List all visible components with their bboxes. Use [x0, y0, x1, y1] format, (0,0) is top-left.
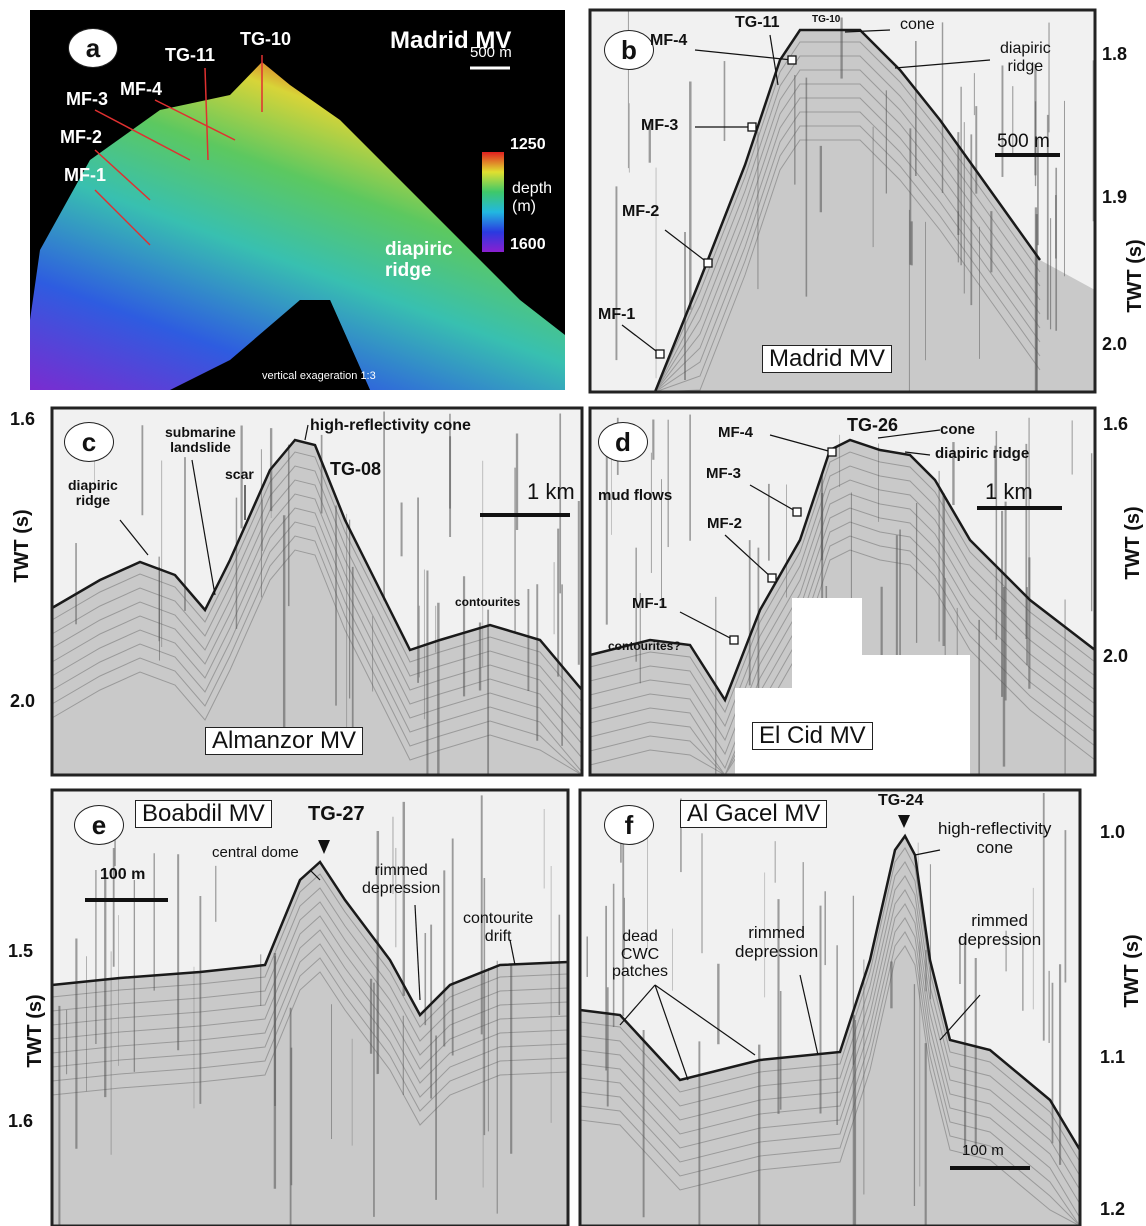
y-tick-label: 1.9	[1102, 188, 1127, 208]
panel-letter: a	[68, 28, 118, 68]
y-tick-label: 1.1	[1100, 1048, 1125, 1068]
annotation: rimmed depression	[958, 912, 1041, 949]
panel-title: Almanzor MV	[205, 727, 363, 755]
annotation: 100 m	[100, 866, 145, 884]
annotation: TG-24	[878, 792, 923, 810]
annotation: high-reflectivity cone	[310, 417, 471, 435]
annotation: vertical exageration 1:3	[262, 370, 376, 382]
axis-title: TWT (s)	[11, 506, 33, 586]
panel-letter: d	[598, 422, 648, 462]
y-tick-label: 1.8	[1102, 45, 1127, 65]
axis-title: TWT (s)	[1122, 503, 1144, 583]
annotation: TG-11	[735, 14, 779, 32]
panel-title: Madrid MV	[762, 345, 892, 373]
annotation: cone	[940, 422, 975, 439]
annotation: MF-1	[632, 596, 667, 613]
annotation: diapiric ridge	[68, 478, 118, 509]
annotation: 1 km	[985, 480, 1033, 504]
annotation: MF-1	[598, 306, 635, 324]
panel-letter: c	[64, 422, 114, 462]
annotation: rimmed depression	[735, 924, 818, 961]
annotation: diapiric ridge	[935, 446, 1029, 463]
annotation: 1600	[510, 236, 546, 254]
annotation: TG-10	[812, 14, 840, 25]
y-tick-label: 1.6	[8, 1112, 33, 1132]
annotation: diapiric ridge	[385, 240, 453, 282]
annotation: contourite drift	[463, 910, 533, 945]
annotation: MF-4	[120, 80, 162, 100]
annotation: TG-10	[240, 30, 291, 50]
axis-title: TWT (s)	[1121, 931, 1143, 1011]
annotation: 1 km	[527, 480, 575, 504]
annotation: depth (m)	[512, 180, 552, 215]
annotation: high-reflectivity cone	[938, 820, 1051, 857]
axis-title: TWT (s)	[24, 991, 46, 1071]
annotation: mud flows	[598, 488, 672, 505]
annotation: MF-2	[622, 203, 659, 221]
panel-title: Boabdil MV	[135, 800, 272, 828]
y-tick-label: 1.0	[1100, 823, 1125, 843]
annotation: TG-26	[847, 416, 898, 436]
annotation: dead CWC patches	[612, 928, 668, 981]
annotation: TG-27	[308, 803, 365, 825]
annotation: MF-3	[66, 90, 108, 110]
panel-a-art	[30, 10, 565, 390]
annotation: 100 m	[962, 1143, 1004, 1160]
y-tick-label: 2.0	[10, 692, 35, 712]
annotation: MF-2	[707, 516, 742, 533]
annotation: MF-4	[718, 425, 753, 442]
y-tick-label: 2.0	[1103, 647, 1128, 667]
annotation: diapiric ridge	[1000, 40, 1051, 75]
panel-letter: f	[604, 805, 654, 845]
annotation: MF-4	[650, 32, 687, 50]
data-gap	[940, 655, 970, 690]
annotation: TG-08	[330, 460, 381, 480]
annotation: MF-2	[60, 128, 102, 148]
annotation: scar	[225, 467, 254, 482]
annotation: MF-1	[64, 166, 106, 186]
panel-letter: b	[604, 30, 654, 70]
panel-title: El Cid MV	[752, 722, 873, 750]
annotation: MF-3	[706, 466, 741, 483]
figure: aMadrid MVTG-10TG-11MF-4MF-3MF-2MF-1diap…	[0, 0, 1146, 1226]
y-tick-label: 1.6	[10, 410, 35, 430]
annotation: 500 m	[470, 45, 512, 62]
axis-title: TWT (s)	[1124, 236, 1146, 316]
annotation: cone	[900, 16, 935, 34]
panel-letter: e	[74, 805, 124, 845]
annotation: central dome	[212, 845, 299, 862]
figure-art	[0, 0, 1146, 1226]
annotation: rimmed depression	[362, 862, 440, 897]
annotation: 1250	[510, 136, 546, 154]
annotation: MF-3	[641, 117, 678, 135]
annotation: TG-11	[165, 46, 215, 66]
panel-title: Al Gacel MV	[680, 800, 827, 828]
y-tick-label: 1.5	[8, 942, 33, 962]
annotation: contourites	[455, 596, 520, 609]
y-tick-label: 2.0	[1102, 335, 1127, 355]
y-tick-label: 1.6	[1103, 415, 1128, 435]
y-tick-label: 1.2	[1100, 1200, 1125, 1220]
annotation: submarine landslide	[165, 425, 236, 456]
annotation: contourites?	[608, 640, 681, 653]
annotation: 500 m	[997, 132, 1050, 153]
